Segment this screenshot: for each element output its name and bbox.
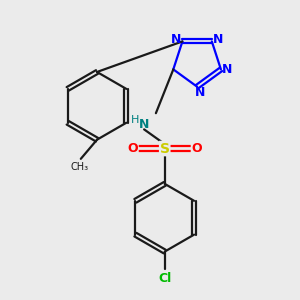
Text: N: N bbox=[195, 86, 205, 99]
Text: N: N bbox=[171, 33, 181, 46]
Text: N: N bbox=[213, 33, 224, 46]
Text: H: H bbox=[131, 115, 140, 125]
Text: CH₃: CH₃ bbox=[70, 162, 88, 172]
Text: N: N bbox=[222, 64, 233, 76]
Text: O: O bbox=[191, 142, 202, 155]
Text: O: O bbox=[128, 142, 138, 155]
Text: S: S bbox=[160, 142, 170, 155]
Text: Cl: Cl bbox=[158, 272, 171, 285]
Text: N: N bbox=[139, 118, 149, 131]
